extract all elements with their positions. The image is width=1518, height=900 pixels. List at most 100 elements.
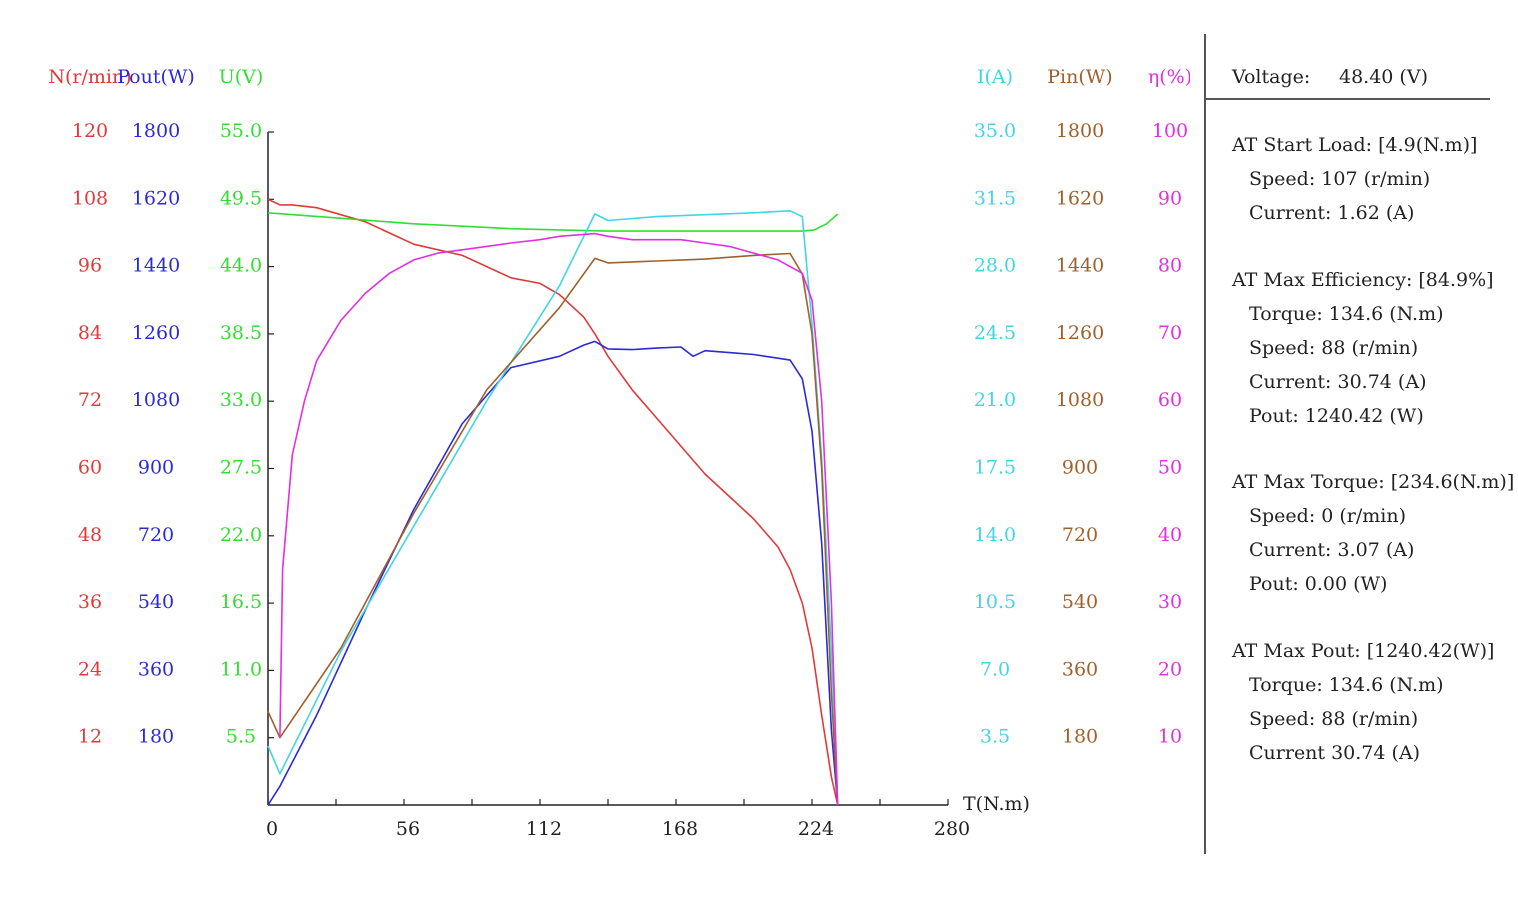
pout-tick-label: 1440 (132, 255, 180, 277)
pin-tick-label: 900 (1062, 457, 1098, 479)
current-tick-label: 31.5 (974, 187, 1016, 209)
voltage-label: Voltage: (1232, 66, 1311, 88)
section-line: Current: 30.74 (A) (1249, 371, 1427, 393)
pout-axis-label: Pout(W) (117, 66, 195, 88)
voltage-series-line (267, 212, 839, 232)
pout-series-line (267, 340, 839, 806)
pin-tick-label: 1800 (1056, 120, 1104, 142)
pin-tick-label: 1440 (1056, 255, 1104, 277)
section-line: Current 30.74 (A) (1249, 742, 1421, 764)
pout-tick-label: 1620 (132, 187, 180, 209)
max-efficiency-section: AT Max Efficiency: [84.9%] Torque: 134.6… (1232, 263, 1494, 433)
eff-tick-label: 30 (1158, 591, 1182, 613)
pout-tick-label: 1080 (132, 389, 180, 411)
pout-tick-label: 1260 (132, 322, 180, 344)
pin-tick-label: 1260 (1056, 322, 1104, 344)
pin-tick-label: 1620 (1056, 187, 1104, 209)
max-pout-section: AT Max Pout: [1240.42(W)] Torque: 134.6 … (1232, 634, 1494, 770)
speed-series-line (267, 198, 839, 806)
section-header: AT Start Load: [4.9(N.m)] (1232, 134, 1478, 156)
voltage-tick-label: 38.5 (220, 322, 262, 344)
current-tick-label: 28.0 (974, 255, 1016, 277)
speed-axis-label: N(r/min) (48, 66, 131, 88)
speed-tick-label: 72 (78, 389, 102, 411)
eff-tick-label: 90 (1158, 187, 1182, 209)
current-tick-label: 17.5 (974, 457, 1016, 479)
section-header: AT Max Torque: [234.6(N.m)] (1232, 471, 1515, 493)
speed-tick-label: 12 (78, 726, 102, 748)
pout-tick-label: 360 (138, 658, 174, 680)
current-tick-label: 14.0 (974, 524, 1016, 546)
voltage-tick-label: 49.5 (220, 187, 262, 209)
eff-tick-label: 20 (1158, 658, 1182, 680)
current-tick-label: 21.0 (974, 389, 1016, 411)
section-line: Torque: 134.6 (N.m) (1249, 303, 1444, 325)
x-tick-label: 0 (266, 818, 278, 840)
section-line: Speed: 88 (r/min) (1249, 708, 1419, 730)
pin-axis-label: Pin(W) (1047, 66, 1112, 88)
x-axis-label: T(N.m) (963, 793, 1030, 815)
section-line: Pout: 0.00 (W) (1249, 573, 1388, 595)
pin-series-line (267, 252, 839, 806)
speed-tick-label: 96 (78, 255, 102, 277)
section-header: AT Max Efficiency: [84.9%] (1232, 269, 1494, 291)
eff-tick-label: 80 (1158, 255, 1182, 277)
x-tick-label: 280 (934, 818, 970, 840)
x-tick-label: 224 (798, 818, 834, 840)
x-tick-label: 112 (526, 818, 562, 840)
speed-tick-label: 24 (78, 658, 102, 680)
results-panel: Voltage: 48.40 (V) AT Start Load: [4.9(N… (1204, 34, 1514, 854)
pout-tick-label: 540 (138, 591, 174, 613)
current-tick-label: 7.0 (980, 658, 1010, 680)
section-line: Speed: 107 (r/min) (1249, 168, 1431, 190)
current-tick-label: 24.5 (974, 322, 1016, 344)
eff-tick-label: 40 (1158, 524, 1182, 546)
eff-tick-label: 60 (1158, 389, 1182, 411)
eff-series-line (279, 232, 839, 806)
max-torque-section: AT Max Torque: [234.6(N.m)] Speed: 0 (r/… (1232, 465, 1514, 601)
speed-tick-label: 36 (78, 591, 102, 613)
current-series-line (267, 210, 839, 806)
pin-tick-label: 180 (1062, 726, 1098, 748)
voltage-axis-label: U(V) (219, 66, 264, 88)
voltage-tick-label: 16.5 (220, 591, 262, 613)
current-tick-label: 10.5 (974, 591, 1016, 613)
pout-tick-label: 1800 (132, 120, 180, 142)
pout-tick-label: 900 (138, 457, 174, 479)
voltage-tick-label: 33.0 (220, 389, 262, 411)
section-line: Current: 1.62 (A) (1249, 202, 1415, 224)
section-line: Speed: 0 (r/min) (1249, 505, 1407, 527)
section-line: Torque: 134.6 (N.m) (1249, 674, 1444, 696)
voltage-tick-label: 27.5 (220, 457, 262, 479)
x-tick-label: 56 (396, 818, 420, 840)
speed-tick-label: 48 (78, 524, 102, 546)
speed-tick-label: 108 (72, 187, 108, 209)
current-axis-label: I(A) (977, 66, 1013, 88)
voltage-tick-label: 22.0 (220, 524, 262, 546)
section-line: Current: 3.07 (A) (1249, 539, 1415, 561)
section-line: Speed: 88 (r/min) (1249, 337, 1419, 359)
current-tick-label: 3.5 (980, 726, 1010, 748)
voltage-value: 48.40 (V) (1339, 66, 1428, 88)
eff-axis-label: η(%) (1148, 66, 1190, 88)
speed-tick-label: 60 (78, 457, 102, 479)
voltage-tick-label: 11.0 (220, 658, 262, 680)
eff-tick-label: 10 (1158, 726, 1182, 748)
voltage-tick-label: 55.0 (220, 120, 262, 142)
pin-tick-label: 540 (1062, 591, 1098, 613)
pin-tick-label: 1080 (1056, 389, 1104, 411)
speed-tick-label: 84 (78, 322, 102, 344)
start-load-section: AT Start Load: [4.9(N.m)] Speed: 107 (r/… (1232, 128, 1477, 230)
eff-tick-label: 100 (1152, 120, 1188, 142)
eff-tick-label: 50 (1158, 457, 1182, 479)
pin-tick-label: 360 (1062, 658, 1098, 680)
x-tick-label: 168 (662, 818, 698, 840)
eff-tick-label: 70 (1158, 322, 1182, 344)
voltage-row: Voltage: 48.40 (V) (1206, 60, 1490, 100)
pout-tick-label: 180 (138, 726, 174, 748)
pout-tick-label: 720 (138, 524, 174, 546)
voltage-tick-label: 5.5 (226, 726, 256, 748)
section-header: AT Max Pout: [1240.42(W)] (1232, 640, 1495, 662)
pin-tick-label: 720 (1062, 524, 1098, 546)
current-tick-label: 35.0 (974, 120, 1016, 142)
